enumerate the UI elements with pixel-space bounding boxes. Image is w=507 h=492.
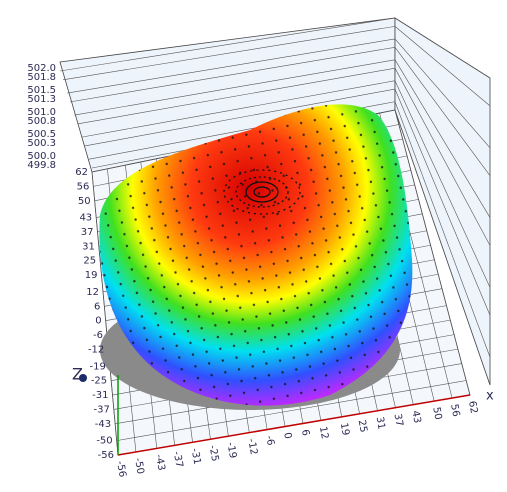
x-tick-label: 0: [281, 432, 293, 440]
grid-line: [91, 171, 119, 456]
z-tick-label: 502.0: [27, 63, 56, 74]
y-tick-label: -12: [88, 344, 104, 355]
grid-line: [62, 26, 396, 81]
y-tick-label: 31: [82, 241, 95, 252]
y-tick-label: 56: [77, 181, 90, 192]
x-axis-title: x: [486, 389, 494, 404]
x-tick-label: -31: [189, 447, 203, 465]
y-tick-label: -31: [92, 390, 108, 401]
x-tick-label: 43: [409, 410, 422, 424]
y-tick-label: -43: [95, 419, 111, 430]
grid-line: [394, 80, 491, 288]
grid-line: [116, 380, 467, 441]
x-tick-label: -25: [207, 444, 221, 462]
x-tick-label: 56: [448, 403, 461, 417]
z-tick-label: 501.0: [27, 107, 56, 118]
z-tick-label: 501.5: [27, 85, 56, 96]
y-tick-label: 0: [95, 316, 101, 327]
y-tick-label: 43: [79, 213, 92, 224]
x-tick-label: -37: [171, 450, 185, 468]
peak-rings: [223, 169, 301, 215]
surface-points: [99, 104, 413, 406]
z-axis-title: Z: [72, 365, 83, 384]
x-tick-label: 25: [356, 419, 369, 433]
z-tick-label: 500.5: [27, 129, 56, 140]
y-tick-label: -19: [90, 361, 106, 372]
z-tick-label: 500.8: [27, 116, 56, 127]
y-tick-label: 37: [81, 227, 94, 238]
x-tick-label: -43: [153, 454, 167, 472]
y-tick-label: -56: [98, 450, 114, 461]
grid-line: [394, 68, 491, 246]
x-tick-label: -6: [263, 435, 276, 447]
z-tick-label: 500.3: [27, 138, 56, 149]
grid-line: [74, 59, 396, 116]
y-tick-label: 50: [78, 196, 91, 207]
z-tick-label: 501.8: [27, 72, 56, 83]
grid-line: [59, 17, 396, 72]
grid-line: [394, 109, 471, 396]
z-tick-label: 500.0: [27, 151, 56, 162]
grid-line: [394, 17, 491, 79]
x-tick-label: -56: [114, 460, 128, 478]
grid-line: [70, 46, 396, 103]
grid-line: [81, 80, 396, 138]
y-tick-label: -50: [96, 436, 112, 447]
x-tick-label: 19: [338, 422, 351, 436]
grid-line: [77, 67, 396, 125]
x-tick-label: 6: [299, 429, 311, 437]
y-tick-label: 6: [94, 301, 100, 312]
y-tick-label: -25: [91, 376, 107, 387]
grid-line: [394, 88, 491, 316]
x-tick-label: 12: [317, 426, 330, 440]
x-tick-label: 62: [466, 400, 479, 414]
z-tick-label: 499.8: [27, 160, 56, 171]
x-tick-label: 50: [430, 406, 443, 420]
x-tick-label: 31: [374, 416, 387, 430]
x-tick-label: 37: [392, 413, 405, 427]
grid-line: [84, 88, 396, 147]
y-tick-label: 12: [86, 287, 99, 298]
y-tick-label: 62: [75, 167, 88, 178]
grid-line: [394, 101, 491, 358]
grid-line: [394, 109, 491, 386]
y-tick-label: -6: [93, 330, 103, 341]
grid-line: [394, 38, 491, 148]
grid-line: [394, 59, 491, 218]
y-tick-label: 19: [85, 270, 98, 281]
x-tick-label: -19: [224, 441, 238, 459]
x-tick-label: -50: [132, 457, 146, 475]
grid-line: [67, 38, 396, 94]
grid-line: [394, 26, 491, 107]
grid-line: [394, 47, 491, 176]
x-axis-line: [117, 394, 471, 456]
z-axis-marker: [79, 374, 87, 382]
y-tick-label: -37: [93, 404, 109, 415]
y-tick-label: 25: [83, 256, 96, 267]
x-tick-label: -12: [245, 438, 259, 456]
z-tick-label: 501.3: [27, 94, 56, 105]
